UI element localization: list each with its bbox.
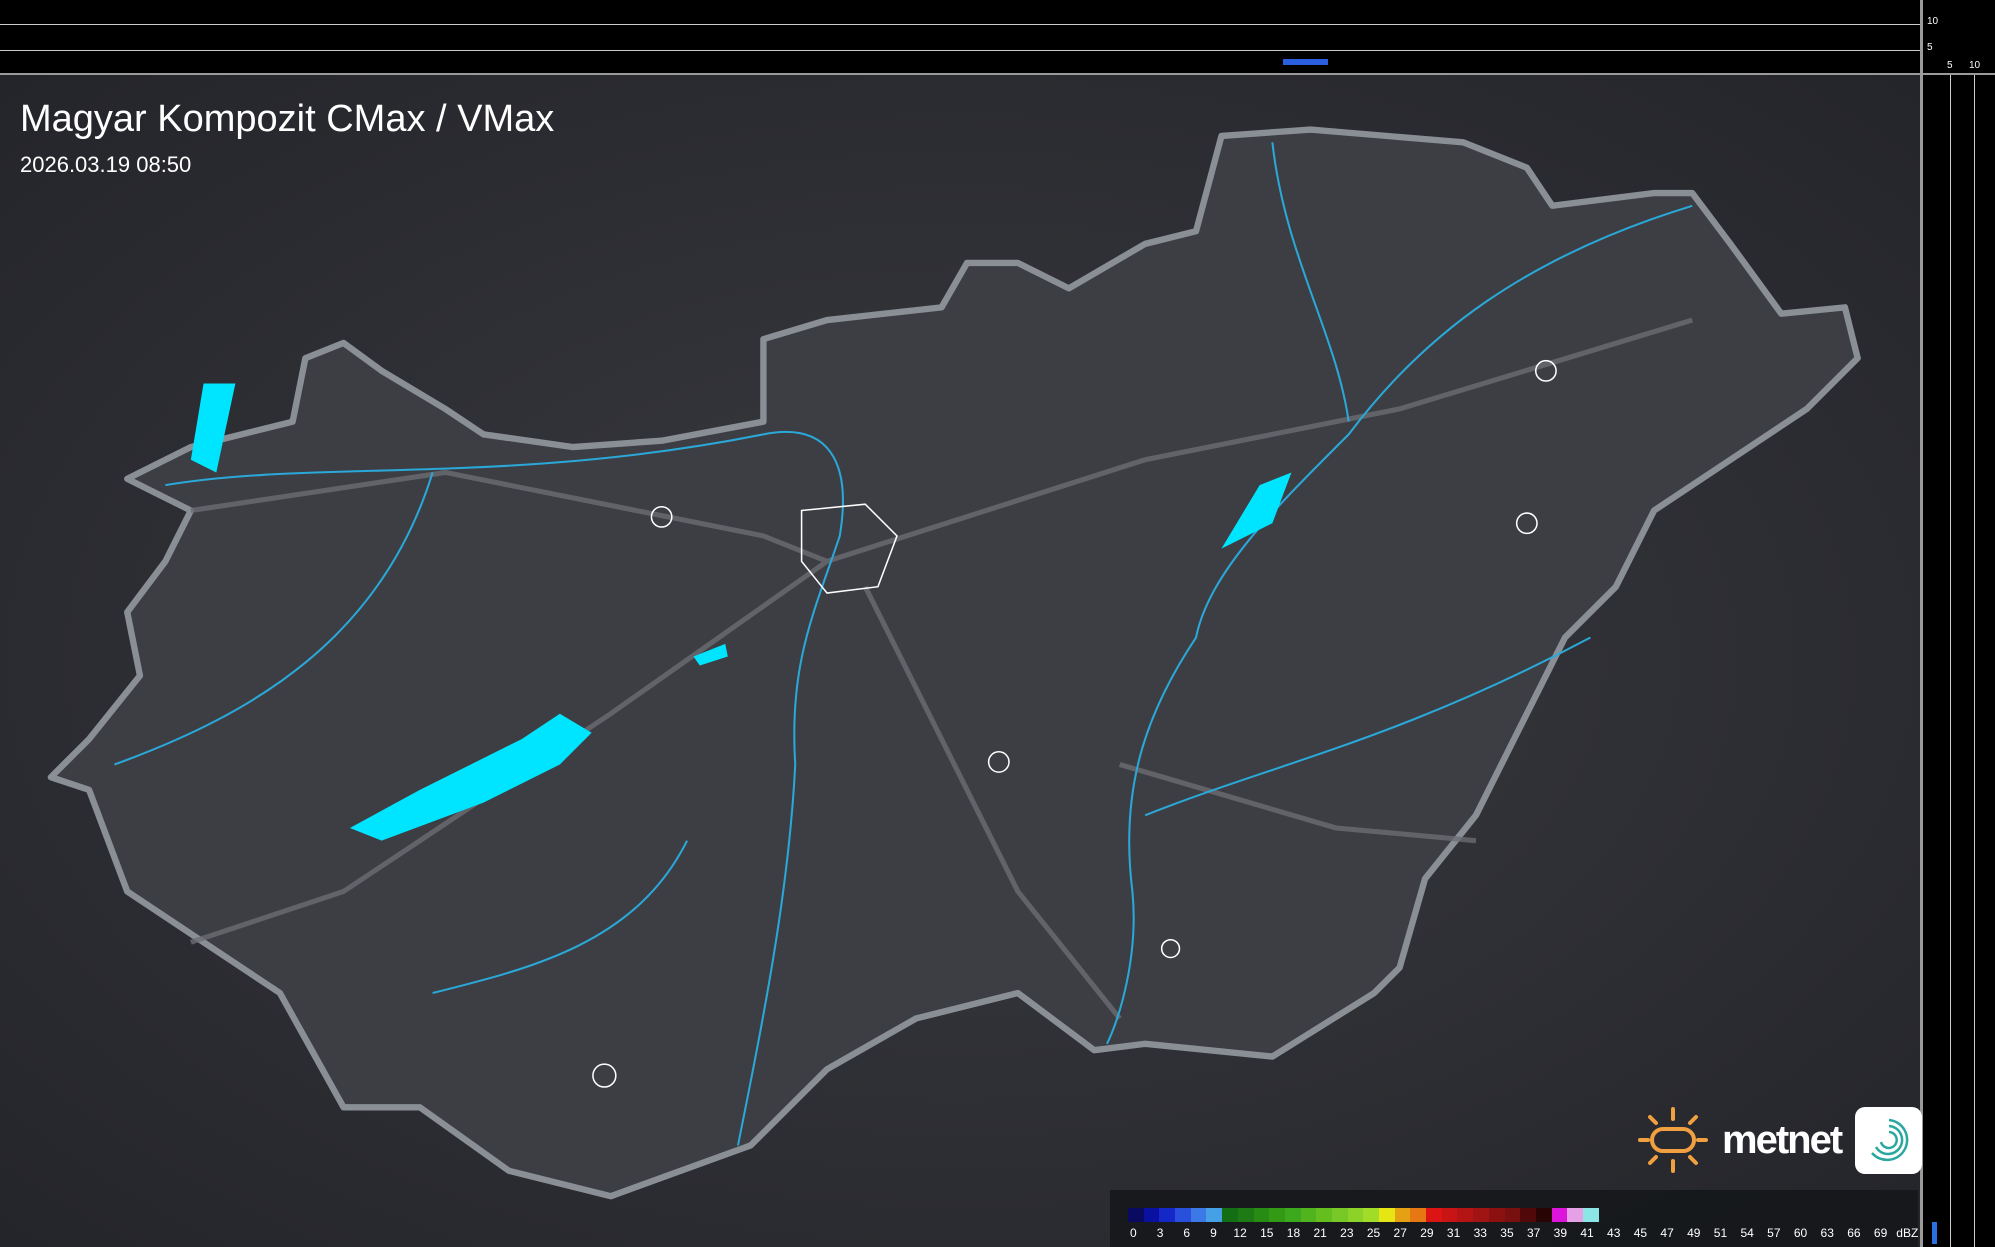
- legend-label: 51: [1713, 1226, 1728, 1240]
- legend-swatch: [1269, 1208, 1285, 1222]
- legend-swatch: [1316, 1208, 1332, 1222]
- legend-swatch: [1222, 1208, 1238, 1222]
- legend-swatch: [1535, 1208, 1552, 1222]
- legend-swatch: [1206, 1208, 1223, 1222]
- tick-label: 5: [1947, 60, 1953, 71]
- app-icon: [1855, 1106, 1923, 1174]
- legend-label: 31: [1446, 1226, 1461, 1240]
- lake-velence: [693, 643, 728, 666]
- legend-swatch: [1379, 1208, 1395, 1222]
- city-budapest: [800, 503, 898, 594]
- legend-label: 60: [1793, 1226, 1808, 1240]
- legend-swatch: [1237, 1208, 1254, 1222]
- legend-swatch: [1284, 1208, 1301, 1222]
- legend-label: 6: [1183, 1226, 1191, 1240]
- legend-swatch: [1520, 1208, 1536, 1222]
- legend-label: 37: [1526, 1226, 1541, 1240]
- legend-label: 66: [1847, 1226, 1861, 1240]
- rivers: [114, 142, 1693, 1146]
- legend-label: 25: [1366, 1226, 1381, 1240]
- dbz-color-legend: 0 3 6 9 12 15 18 21 23 25 27 29 31 33 35 37 39 41 43 45 47 49…: [1110, 1190, 1918, 1247]
- gridline-10: [0, 24, 1920, 25]
- legend-label: 15: [1260, 1226, 1274, 1240]
- legend-label: 45: [1633, 1226, 1648, 1240]
- legend-label: 12: [1233, 1226, 1247, 1240]
- lake-tisza: [1221, 472, 1292, 549]
- legend-swatch: [1504, 1208, 1521, 1222]
- lake-neusiedl: [190, 383, 236, 473]
- legend-label: 21: [1313, 1226, 1327, 1240]
- metnet-logo: metnet: [1638, 1105, 1923, 1175]
- legend-swatch: [1363, 1208, 1379, 1222]
- legend-label: 33: [1473, 1226, 1487, 1240]
- legend-swatch: [1253, 1208, 1270, 1222]
- legend-label: 27: [1393, 1226, 1407, 1240]
- legend-swatches: [1128, 1208, 1599, 1222]
- legend-label: 18: [1286, 1226, 1301, 1240]
- legend-swatch: [1394, 1208, 1411, 1222]
- radar-map[interactable]: [0, 75, 1920, 1247]
- legend-label: 69: [1873, 1226, 1888, 1240]
- legend-label: 3: [1156, 1226, 1164, 1240]
- legend-swatch: [1567, 1208, 1583, 1222]
- brand-name: metnet: [1722, 1117, 1843, 1162]
- legend-swatch: [1426, 1208, 1442, 1222]
- legend-swatch: [1473, 1208, 1489, 1222]
- legend-swatch: [1128, 1208, 1144, 1222]
- sun-icon: [1638, 1107, 1708, 1173]
- legend-swatch: [1582, 1208, 1599, 1222]
- legend-labels: 0 3 6 9 12 15 18 21 23 25 27 29 31 33 35 37 39 41 43 45 47 49…: [1120, 1226, 1921, 1240]
- legend-swatch: [1551, 1208, 1568, 1222]
- legend-label: 9: [1210, 1226, 1217, 1240]
- lake-balaton: [349, 713, 592, 841]
- legend-swatch: [1300, 1208, 1317, 1222]
- legend-label: 41: [1580, 1226, 1594, 1240]
- legend-swatch: [1347, 1208, 1364, 1222]
- legend-label: 39: [1553, 1226, 1568, 1240]
- legend-label: 29: [1420, 1226, 1434, 1240]
- legend-swatch: [1159, 1208, 1176, 1222]
- swirl-icon: [1870, 1118, 1909, 1162]
- top-height-profile: [0, 0, 1920, 75]
- gridline-5: [0, 50, 1920, 51]
- legend-swatch: [1488, 1208, 1505, 1222]
- legend-label: 0: [1130, 1226, 1137, 1240]
- map-title: Magyar Kompozit CMax / VMax: [20, 98, 555, 140]
- legend-swatch: [1457, 1208, 1474, 1222]
- legend-swatch: [1331, 1208, 1348, 1222]
- map-timestamp: 2026.03.19 08:50: [20, 152, 192, 177]
- legend-swatch: [1441, 1208, 1458, 1222]
- legend-label: 47: [1660, 1226, 1674, 1240]
- tick-label: 5: [1927, 42, 1933, 53]
- legend-label: 43: [1607, 1226, 1621, 1240]
- legend-unit: dBZ: [1896, 1226, 1919, 1240]
- lakes: [190, 383, 1292, 841]
- legend-label: 63: [1820, 1226, 1834, 1240]
- cities: [592, 359, 1557, 1088]
- legend-swatch: [1143, 1208, 1160, 1222]
- legend-label: 54: [1740, 1226, 1754, 1240]
- hungary-country: [47, 126, 1861, 1200]
- tick-label: 10: [1927, 16, 1939, 27]
- legend-swatch: [1190, 1208, 1207, 1222]
- legend-swatch: [1175, 1208, 1191, 1222]
- legend-label: 35: [1500, 1226, 1514, 1240]
- legend-swatch: [1410, 1208, 1427, 1222]
- legend-label: 23: [1340, 1226, 1354, 1240]
- tick-label: 10: [1969, 60, 1981, 71]
- echo-profile: [1283, 59, 1328, 65]
- legend-label: 57: [1767, 1226, 1781, 1240]
- side-height-profile: 10 5 5 10: [1920, 0, 1995, 1247]
- legend-label: 49: [1687, 1226, 1701, 1240]
